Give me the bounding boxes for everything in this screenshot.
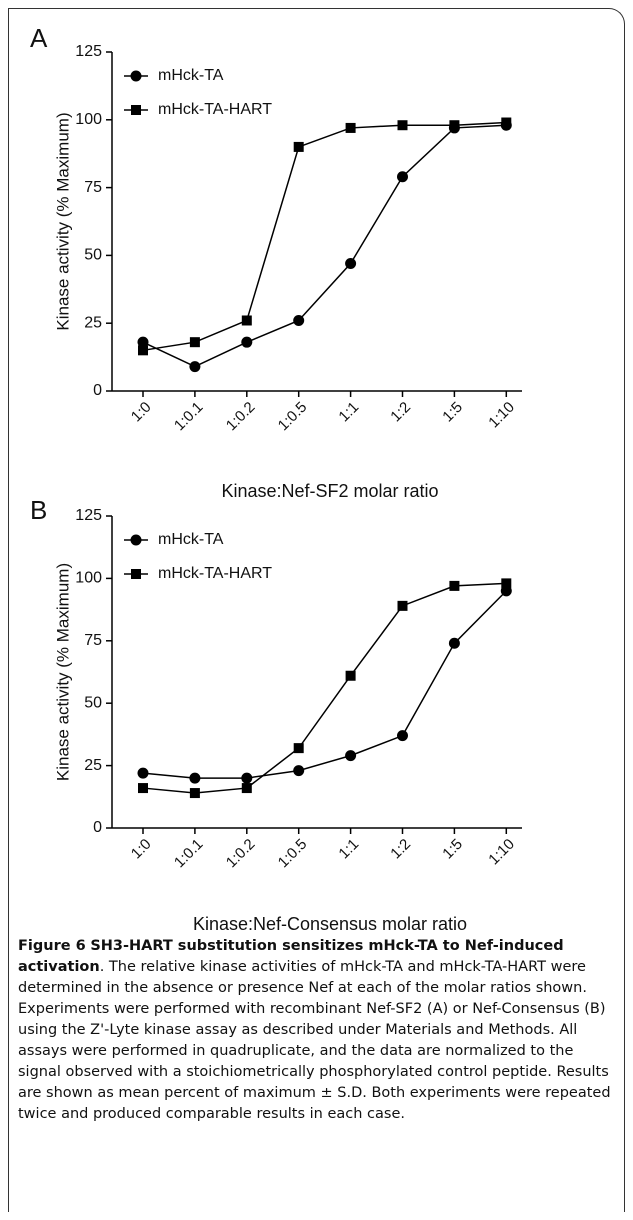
y-tick-label: 50 (84, 247, 102, 264)
data-point (293, 765, 305, 777)
y-tick-label: 75 (84, 632, 102, 649)
y-tick-label: 25 (84, 314, 102, 331)
data-point (241, 336, 253, 348)
data-point (397, 171, 408, 183)
data-point (189, 361, 201, 373)
data-point (345, 258, 357, 270)
data-point (189, 788, 200, 799)
x-tick-label: 1:0 (128, 399, 155, 426)
figure-frame (8, 8, 625, 1212)
data-point (293, 141, 304, 152)
data-point (241, 315, 252, 326)
x-tick-label: 1:0.2 (223, 399, 259, 435)
x-tick-label: 1:2 (387, 836, 414, 863)
caption-title: SH3-HART substitution sensitizes mHck-TA… (18, 938, 564, 975)
x-tick-label: 1:1 (335, 399, 362, 426)
x-tick-label: 1:5 (439, 399, 466, 426)
data-point (131, 569, 141, 579)
y-tick-label: 75 (84, 179, 102, 196)
x-tick-label: 1:0 (128, 836, 155, 863)
legend-label: mHck-TA (158, 67, 224, 84)
data-point (189, 337, 200, 348)
data-point (397, 730, 408, 742)
data-point (397, 600, 408, 611)
data-point (137, 767, 149, 779)
x-tick-label: 1:0.5 (275, 836, 311, 872)
y-tick-label: 100 (75, 570, 102, 587)
series-line (142, 121, 507, 352)
y-axis-title: Kinase activity (% Maximum) (53, 563, 72, 781)
x-tick-label: 1:10 (485, 836, 518, 869)
panel-label: A (30, 23, 48, 53)
data-point (131, 105, 141, 115)
data-point (345, 750, 357, 762)
y-tick-label: 100 (75, 111, 102, 128)
y-tick-label: 50 (84, 694, 102, 711)
data-point (130, 70, 142, 82)
data-point (189, 772, 201, 784)
x-tick-label: 1:10 (485, 399, 518, 432)
series-line (142, 582, 507, 794)
data-point (449, 120, 460, 131)
figure: A 0 25 50 75 100 125 1:0 1:0.1 1:0.2 1:0.5 1:1 1:2 1:… (30, 23, 522, 934)
x-tick-label: 1:2 (387, 399, 414, 426)
y-tick-label: 125 (75, 507, 102, 524)
caption: Figure 6 SH3-HART substitution sensitize… (18, 936, 614, 1125)
data-point (293, 743, 304, 754)
data-point (241, 783, 252, 794)
legend-label: mHck-TA (158, 531, 224, 548)
caption-text: . The relative kinase activities of mHck… (18, 959, 611, 1122)
y-tick-label: 0 (93, 819, 102, 836)
series-line (142, 590, 507, 779)
y-tick-label: 25 (84, 757, 102, 774)
data-point (501, 578, 512, 589)
data-point (138, 783, 148, 794)
x-tick-label: 1:0.2 (223, 836, 259, 872)
x-tick-label: 1:1 (335, 836, 362, 863)
data-point (241, 772, 253, 784)
data-point (138, 345, 148, 356)
caption-label: Figure 6 (18, 938, 86, 954)
data-point (448, 637, 460, 649)
y-tick-label: 125 (75, 43, 102, 60)
data-point (345, 122, 356, 133)
data-point (130, 534, 142, 546)
x-axis-title: Kinase:Nef-Consensus molar ratio (193, 914, 467, 934)
x-tick-label: 1:0.1 (171, 399, 207, 435)
data-point (137, 336, 149, 348)
data-point (345, 670, 356, 681)
x-tick-label: 1:0.5 (275, 399, 311, 435)
data-point (397, 120, 408, 131)
legend-label: mHck-TA-HART (158, 565, 272, 582)
data-point (449, 580, 460, 591)
x-tick-label: 1:5 (439, 836, 466, 863)
data-point (501, 117, 512, 128)
series-line (142, 124, 507, 368)
y-axis-title: Kinase activity (% Maximum) (53, 112, 72, 330)
panel-label: B (30, 495, 47, 525)
legend-label: mHck-TA-HART (158, 101, 272, 118)
x-axis-title: Kinase:Nef-SF2 molar ratio (221, 481, 438, 501)
x-tick-label: 1:0.1 (171, 836, 207, 872)
data-point (293, 314, 305, 326)
y-tick-label: 0 (93, 382, 102, 399)
